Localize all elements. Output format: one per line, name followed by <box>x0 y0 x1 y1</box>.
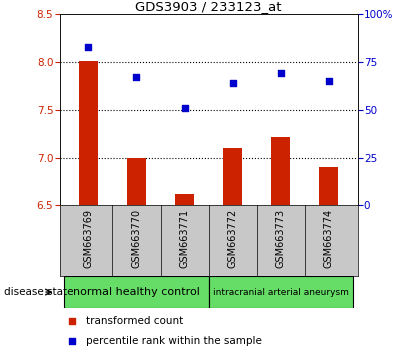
Text: normal healthy control: normal healthy control <box>73 287 200 297</box>
Bar <box>175 194 194 205</box>
Title: GDS3903 / 233123_at: GDS3903 / 233123_at <box>135 0 282 13</box>
Text: disease state: disease state <box>4 287 74 297</box>
Point <box>133 74 140 80</box>
Text: GSM663770: GSM663770 <box>132 209 141 268</box>
Bar <box>79 61 98 205</box>
Bar <box>271 137 290 205</box>
Point <box>68 338 75 344</box>
Point <box>85 44 92 50</box>
Bar <box>127 158 146 205</box>
Text: GSM663769: GSM663769 <box>83 209 93 268</box>
Text: GSM663772: GSM663772 <box>228 209 238 268</box>
Text: transformed count: transformed count <box>86 316 184 326</box>
Point <box>181 105 188 111</box>
Bar <box>223 148 242 205</box>
Point <box>229 80 236 86</box>
Text: GSM663771: GSM663771 <box>180 209 189 268</box>
Bar <box>319 167 338 205</box>
Text: GSM663773: GSM663773 <box>276 209 286 268</box>
Text: GSM663774: GSM663774 <box>324 209 334 268</box>
Point <box>68 318 75 324</box>
Point <box>326 78 332 84</box>
Text: intracranial arterial aneurysm: intracranial arterial aneurysm <box>213 287 349 297</box>
Text: percentile rank within the sample: percentile rank within the sample <box>86 336 262 346</box>
Bar <box>209 276 353 308</box>
Bar <box>65 276 209 308</box>
Point <box>277 70 284 76</box>
